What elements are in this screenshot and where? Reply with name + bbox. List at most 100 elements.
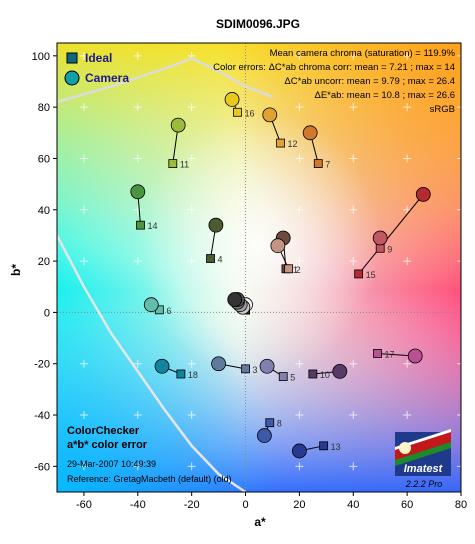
patch-label-8: 8 — [277, 419, 282, 429]
grid-plus — [133, 257, 142, 266]
camera-circle-8 — [256, 428, 272, 443]
legend-camera-marker — [64, 70, 80, 86]
info-line-2: Color errors: ΔC*ab chroma corr: mean = … — [213, 62, 455, 73]
grid-plus — [133, 51, 142, 60]
grid-plus — [133, 205, 142, 214]
legend-camera-label: Camera — [85, 71, 129, 85]
grid-plus — [403, 205, 412, 214]
grid-plus — [133, 359, 142, 368]
x-tick-label: 80 — [455, 499, 467, 511]
y-tick-label: 40 — [38, 205, 50, 217]
gamut-curve-upper — [56, 57, 273, 104]
patch-label-10: 10 — [320, 370, 330, 380]
grid-plus — [295, 103, 304, 112]
grid-plus — [295, 257, 304, 266]
grid-plus — [349, 51, 358, 60]
error-line-15 — [358, 194, 424, 275]
plot-bg-center — [57, 43, 461, 492]
footer-subtitle: a*b* color error — [67, 439, 148, 451]
patch-label-15: 15 — [366, 270, 376, 280]
camera-circle-14 — [130, 184, 146, 200]
camera-circle-18 — [154, 358, 170, 374]
legend-ideal-label: Ideal — [85, 51, 112, 65]
grid-plus — [349, 257, 358, 266]
y-tick-label: -40 — [34, 410, 50, 422]
grid-plus — [349, 462, 358, 471]
ideal-square-18 — [176, 369, 186, 379]
patch-label-9: 9 — [387, 244, 392, 254]
camera-circle-24 — [227, 292, 243, 307]
ideal-square-3 — [241, 364, 250, 374]
y-tick-label: -20 — [34, 359, 50, 371]
x-tick-label: 60 — [401, 499, 413, 511]
grid-plus — [349, 205, 358, 214]
ideal-square-11 — [168, 159, 178, 168]
chart-title: SDIM0096.JPG — [216, 17, 300, 31]
legend: Ideal Camera — [64, 51, 129, 86]
camera-circle-5 — [259, 358, 275, 374]
y-tick-label: -60 — [34, 461, 50, 473]
grid-plus — [187, 103, 196, 112]
gamut-curve-lower — [55, 234, 247, 494]
y-ticks: -60 -40 -20 0 20 40 60 80 100 — [32, 51, 57, 473]
grid-plus — [403, 103, 412, 112]
camera-circle-2 — [270, 238, 286, 254]
patch-label-7: 7 — [325, 160, 330, 170]
grid-plus — [187, 154, 196, 163]
error-stats: Mean camera chroma (saturation) = 119.9%… — [213, 48, 455, 115]
x-tick-label: 40 — [347, 499, 359, 511]
grid-plus — [295, 205, 304, 214]
grid-plus — [295, 411, 304, 420]
camera-circle-4 — [208, 217, 224, 233]
grid-plus — [187, 462, 196, 471]
camera-circle-15 — [415, 186, 431, 202]
x-tick-label: 0 — [242, 499, 248, 511]
grid-plus — [133, 154, 142, 163]
grid-plus — [349, 359, 358, 368]
grid-plus — [133, 103, 142, 112]
footer-title: ColorChecker — [67, 425, 140, 437]
info-line-4: ΔE*ab: mean = 10.8 ; max = 26.6 — [315, 90, 456, 101]
grid-plus — [295, 462, 304, 471]
grid-plus — [349, 411, 358, 420]
grid-plus — [403, 411, 412, 420]
grid-plus — [403, 359, 412, 368]
grid-plus — [403, 154, 412, 163]
patch-label-18: 18 — [188, 370, 198, 380]
patch-label-4: 4 — [218, 255, 223, 265]
ideal-square-14 — [136, 220, 145, 230]
patch-label-2: 2 — [296, 265, 301, 275]
camera-circle-3 — [211, 356, 227, 372]
patch-label-5: 5 — [290, 373, 295, 383]
grid-plus — [349, 103, 358, 112]
ideal-square-13 — [319, 441, 329, 451]
patch-label-3: 3 — [253, 365, 258, 375]
camera-circle-13 — [291, 443, 307, 459]
y-tick-label: 20 — [38, 256, 50, 268]
patch-label-13: 13 — [331, 442, 341, 452]
y-tick-label: 80 — [38, 102, 50, 114]
ideal-square-8 — [265, 418, 275, 428]
grid-plus — [187, 359, 196, 368]
patch-label-12: 12 — [288, 139, 298, 149]
grid-plus — [349, 154, 358, 163]
ideal-square-16 — [233, 107, 242, 117]
grid-plus — [79, 257, 88, 266]
camera-circle-7 — [302, 125, 318, 141]
grid-plus — [187, 411, 196, 420]
ideal-square-9 — [375, 243, 385, 253]
x-tick-label: -20 — [184, 499, 200, 511]
grid-plus — [79, 359, 88, 368]
grid-plus — [79, 154, 88, 163]
x-axis-label: a* — [254, 515, 266, 529]
grid-plus — [79, 411, 88, 420]
grid-plus — [295, 154, 304, 163]
y-tick-label: 60 — [38, 153, 50, 165]
patch-label-11: 11 — [180, 160, 189, 170]
grid-plus — [79, 51, 88, 60]
grid-plus — [403, 51, 412, 60]
grid-plus — [187, 257, 196, 266]
